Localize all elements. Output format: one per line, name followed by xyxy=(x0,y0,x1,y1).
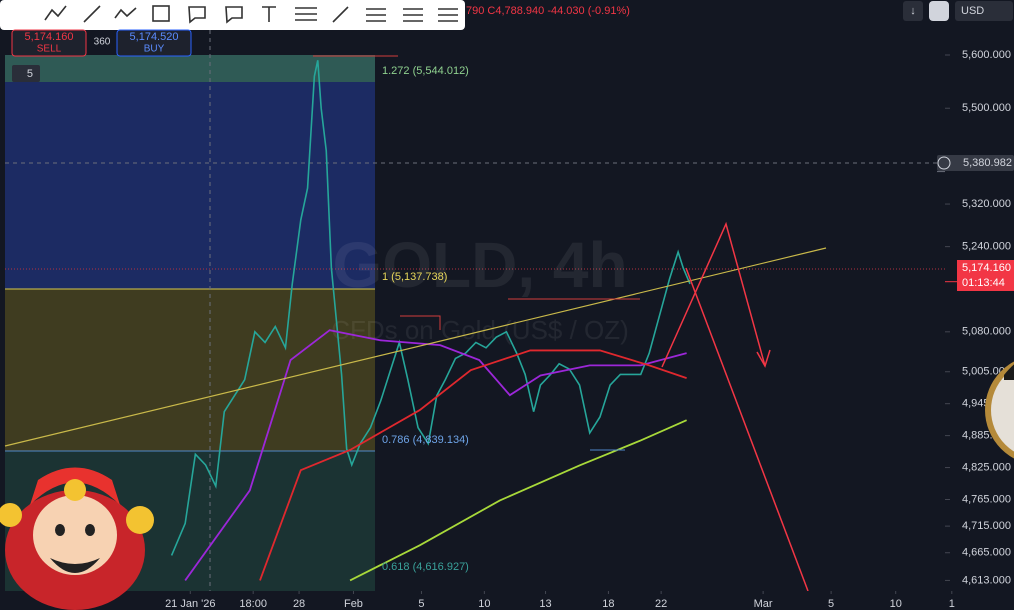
y-tick-label: 4,765.000 xyxy=(962,493,1011,505)
button[interactable] xyxy=(929,1,949,21)
tool-icon[interactable] xyxy=(114,7,137,19)
x-tick-label: 13 xyxy=(539,598,551,610)
tool-icon[interactable] xyxy=(366,8,386,22)
button[interactable] xyxy=(903,1,923,21)
y-tick-label: 5,080.000 xyxy=(962,326,1011,338)
y-tick-label: 5,320.000 xyxy=(962,198,1011,210)
price-line xyxy=(170,60,691,556)
crosshair-price: 5,380.982 xyxy=(963,157,1012,169)
moving-average xyxy=(184,329,687,581)
plot xyxy=(170,60,691,582)
y-tick-label: 4,715.000 xyxy=(962,520,1011,532)
ohlc-quote: 790 C4,788.940 -44.030 (-0.91%) xyxy=(466,5,630,17)
trend-line xyxy=(4,247,827,447)
tool-icon[interactable] xyxy=(83,5,101,23)
down-icon: ↓ xyxy=(910,5,916,17)
countdown: 01:13:44 xyxy=(962,277,1005,289)
forecast-arrow xyxy=(661,221,766,368)
sell-button[interactable] xyxy=(11,29,87,57)
sell-label: SELL xyxy=(37,44,62,55)
presenter-hair xyxy=(1004,364,1014,380)
fib-zone-yellow xyxy=(5,289,375,451)
spread: 360 xyxy=(94,37,111,48)
tool-icon[interactable] xyxy=(332,6,349,23)
drawing-toolbar[interactable] xyxy=(0,0,465,30)
tool-icon[interactable] xyxy=(188,6,206,24)
y-tick-label: 5,600.000 xyxy=(962,49,1011,61)
last-price: 5,174.160 xyxy=(962,262,1011,274)
x-tick-label: 22 xyxy=(655,598,667,610)
tool-icon[interactable] xyxy=(403,8,423,22)
x-tick-label: 5 xyxy=(418,598,424,610)
forecast-arrow xyxy=(685,267,809,592)
watermark: GOLD, 4h xyxy=(332,229,627,301)
tool-icon[interactable] xyxy=(295,7,317,21)
watermark-sub: CFDs on Gold (US$ / OZ) xyxy=(331,315,629,345)
x-tick-label: 28 xyxy=(293,598,305,610)
plus-icon[interactable] xyxy=(937,156,951,170)
x-axis: 21 Jan '26 18:00 28 Feb 5 10 13 18 22 Mar 5 10 1 xyxy=(165,591,955,610)
tool-icon[interactable] xyxy=(262,6,276,22)
arrow-head xyxy=(756,349,771,368)
currency: USD xyxy=(961,5,984,17)
y-tick-label: 4,665.000 xyxy=(962,547,1011,559)
fib-label: 1 (5,137.738) xyxy=(382,271,447,283)
interval: 5 xyxy=(27,68,33,80)
currency-select[interactable] xyxy=(955,1,1013,21)
moving-average xyxy=(259,349,687,581)
x-tick-label: 1 xyxy=(949,598,955,610)
fib-label: 0.618 (4,616.927) xyxy=(382,561,469,573)
interval-badge[interactable] xyxy=(12,65,40,82)
fib-zone-top xyxy=(5,55,375,82)
buy-button[interactable] xyxy=(116,29,192,57)
fib-label: 0.786 (4,839.134) xyxy=(382,434,469,446)
x-tick-label: 5 xyxy=(828,598,834,610)
sticker xyxy=(0,467,154,610)
x-tick-label: 10 xyxy=(890,598,902,610)
x-tick-label: Mar xyxy=(754,598,773,610)
y-tick-label: 5,240.000 xyxy=(962,241,1011,253)
tool-icon[interactable] xyxy=(152,5,170,22)
tool-icon[interactable] xyxy=(438,8,458,22)
x-tick-label: 21 Jan '26 xyxy=(165,598,215,610)
presenter xyxy=(991,368,1014,452)
tool-icon[interactable] xyxy=(225,6,243,24)
last-price-box xyxy=(957,260,1014,291)
time-axis xyxy=(0,591,1014,610)
x-tick-label: 18:00 xyxy=(239,598,267,610)
fib-label: 1.272 (5,544.012) xyxy=(382,65,469,77)
x-tick-label: Feb xyxy=(344,598,363,610)
y-tick-label: 4,613.000 xyxy=(962,574,1011,586)
y-tick-label: 4,825.000 xyxy=(962,461,1011,473)
x-tick-label: 10 xyxy=(478,598,490,610)
sell-price: 5,174.160 xyxy=(25,31,74,43)
y-tick-label: 5,500.000 xyxy=(962,102,1011,114)
price-axis xyxy=(945,0,1014,591)
fib-zone-blue xyxy=(5,82,375,289)
buy-label: BUY xyxy=(144,44,165,55)
level-marker xyxy=(400,315,441,330)
x-tick-label: 18 xyxy=(602,598,614,610)
toolbar-icons xyxy=(44,5,458,24)
buy-price: 5,174.520 xyxy=(130,31,179,43)
tool-icon[interactable] xyxy=(44,5,67,21)
moving-average xyxy=(349,419,687,582)
crosshair-price-box xyxy=(937,155,1014,171)
